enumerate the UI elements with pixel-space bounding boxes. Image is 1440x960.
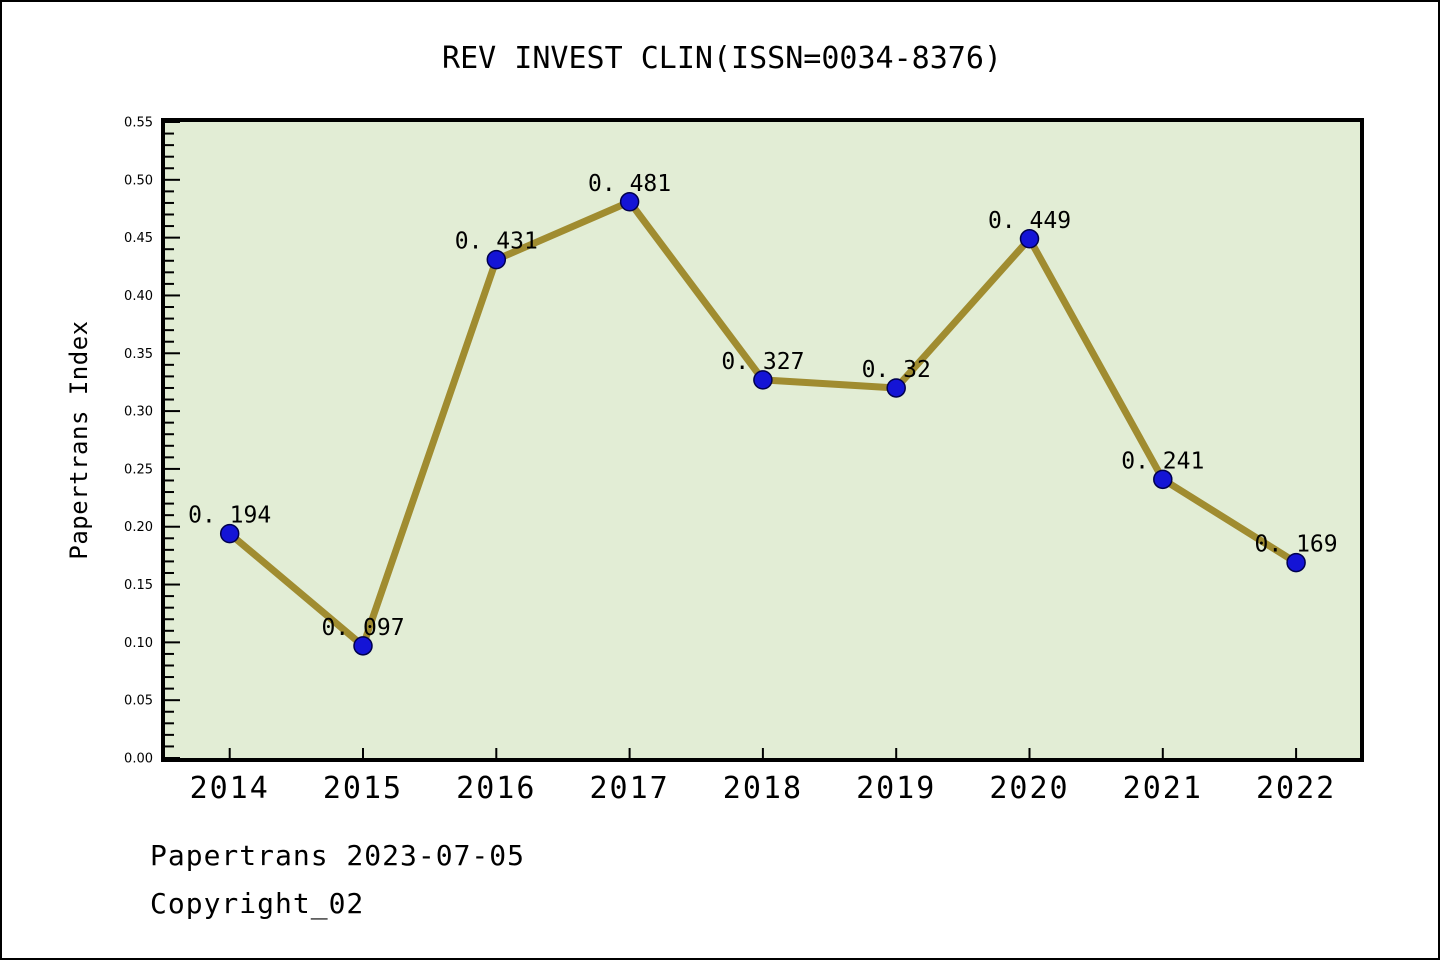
y-tick-label: 0.20 [124,520,153,535]
x-tick-label: 2017 [589,771,669,806]
footer-copyright: Copyright_02 [150,887,365,920]
y-tick-label: 0.55 [124,116,153,131]
y-tick-label: 0.45 [124,231,153,246]
data-point-label: 0. 327 [721,349,804,375]
data-point-label: 0. 169 [1255,532,1338,558]
data-point-marker [486,249,507,270]
data-point-marker [353,636,373,656]
x-tick-label: 2021 [1123,771,1203,806]
x-tick-label: 2022 [1256,771,1336,806]
data-point-marker [219,523,240,544]
data-point-label: 0. 097 [321,615,404,641]
data-point-label: 0. 431 [455,229,538,255]
y-tick-label: 0.25 [124,462,153,477]
x-tick-label: 2016 [456,771,536,806]
y-tick-label: 0.30 [124,405,153,420]
data-point-marker [753,370,773,390]
plot-area [161,118,1364,762]
y-tick-label: 0.10 [124,636,153,651]
data-point-marker [1019,229,1040,249]
y-tick-label: 0.05 [124,694,153,709]
y-tick-label: 0.35 [124,347,153,362]
data-point-marker [619,192,640,212]
data-point-marker [1153,469,1173,490]
data-point-label: 0. 194 [188,503,271,529]
x-tick-label: 2020 [989,771,1069,806]
footer-date: Papertrans 2023-07-05 [150,839,526,872]
data-point-label: 0. 241 [1121,448,1204,474]
data-point-label: 0. 32 [862,357,931,383]
data-point-marker [1286,552,1306,573]
y-tick-label: 0.00 [124,752,153,767]
x-tick-label: 2019 [856,771,936,806]
data-point-label: 0. 481 [588,171,671,197]
x-tick-label: 2015 [323,771,403,806]
y-tick-label: 0.15 [124,578,153,593]
x-tick-label: 2014 [190,771,270,806]
chart-title: REV INVEST CLIN(ISSN=0034-8376) [442,41,1002,76]
x-tick-label: 2018 [723,771,803,806]
data-point-marker [886,378,906,398]
y-tick-label: 0.50 [124,173,153,188]
y-tick-label: 0.40 [124,289,153,304]
data-point-label: 0. 449 [988,208,1071,234]
